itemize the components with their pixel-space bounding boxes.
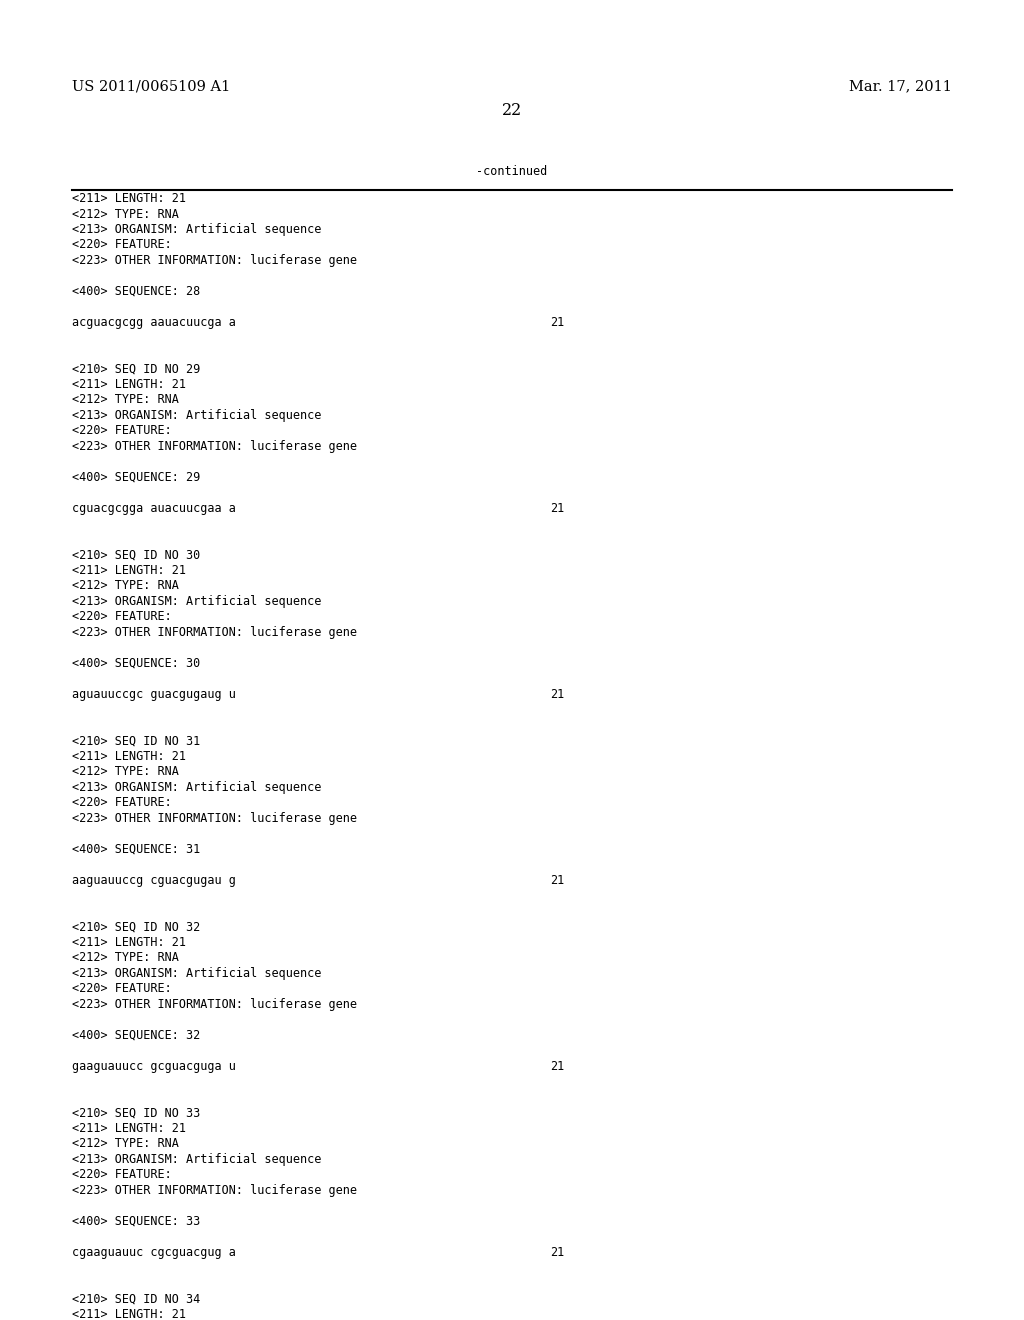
Text: <213> ORGANISM: Artificial sequence: <213> ORGANISM: Artificial sequence	[72, 409, 322, 422]
Text: <213> ORGANISM: Artificial sequence: <213> ORGANISM: Artificial sequence	[72, 968, 322, 979]
Text: <223> OTHER INFORMATION: luciferase gene: <223> OTHER INFORMATION: luciferase gene	[72, 1184, 357, 1197]
Text: <213> ORGANISM: Artificial sequence: <213> ORGANISM: Artificial sequence	[72, 223, 322, 236]
Text: <213> ORGANISM: Artificial sequence: <213> ORGANISM: Artificial sequence	[72, 781, 322, 795]
Text: 21: 21	[550, 502, 564, 515]
Text: 21: 21	[550, 1060, 564, 1073]
Text: aaguauuccg cguacgugau g: aaguauuccg cguacgugau g	[72, 874, 236, 887]
Text: <400> SEQUENCE: 31: <400> SEQUENCE: 31	[72, 843, 201, 855]
Text: <212> TYPE: RNA: <212> TYPE: RNA	[72, 952, 179, 965]
Text: 21: 21	[550, 874, 564, 887]
Text: <211> LENGTH: 21: <211> LENGTH: 21	[72, 750, 186, 763]
Text: <220> FEATURE:: <220> FEATURE:	[72, 425, 172, 437]
Text: <220> FEATURE:: <220> FEATURE:	[72, 239, 172, 252]
Text: <400> SEQUENCE: 29: <400> SEQUENCE: 29	[72, 471, 201, 484]
Text: 21: 21	[550, 315, 564, 329]
Text: <220> FEATURE:: <220> FEATURE:	[72, 1168, 172, 1181]
Text: <210> SEQ ID NO 31: <210> SEQ ID NO 31	[72, 734, 201, 747]
Text: <212> TYPE: RNA: <212> TYPE: RNA	[72, 1138, 179, 1151]
Text: <211> LENGTH: 21: <211> LENGTH: 21	[72, 378, 186, 391]
Text: aguauuccgc guacgugaug u: aguauuccgc guacgugaug u	[72, 688, 236, 701]
Text: <212> TYPE: RNA: <212> TYPE: RNA	[72, 579, 179, 593]
Text: <210> SEQ ID NO 29: <210> SEQ ID NO 29	[72, 363, 201, 375]
Text: cguacgcgga auacuucgaa a: cguacgcgga auacuucgaa a	[72, 502, 236, 515]
Text: gaaguauucc gcguacguga u: gaaguauucc gcguacguga u	[72, 1060, 236, 1073]
Text: <211> LENGTH: 21: <211> LENGTH: 21	[72, 936, 186, 949]
Text: <212> TYPE: RNA: <212> TYPE: RNA	[72, 207, 179, 220]
Text: 22: 22	[502, 102, 522, 119]
Text: <210> SEQ ID NO 30: <210> SEQ ID NO 30	[72, 549, 201, 561]
Text: <223> OTHER INFORMATION: luciferase gene: <223> OTHER INFORMATION: luciferase gene	[72, 626, 357, 639]
Text: <213> ORGANISM: Artificial sequence: <213> ORGANISM: Artificial sequence	[72, 1152, 322, 1166]
Text: <223> OTHER INFORMATION: luciferase gene: <223> OTHER INFORMATION: luciferase gene	[72, 812, 357, 825]
Text: <223> OTHER INFORMATION: luciferase gene: <223> OTHER INFORMATION: luciferase gene	[72, 253, 357, 267]
Text: US 2011/0065109 A1: US 2011/0065109 A1	[72, 79, 230, 92]
Text: <400> SEQUENCE: 30: <400> SEQUENCE: 30	[72, 657, 201, 671]
Text: <220> FEATURE:: <220> FEATURE:	[72, 796, 172, 809]
Text: <211> LENGTH: 21: <211> LENGTH: 21	[72, 1308, 186, 1320]
Text: <223> OTHER INFORMATION: luciferase gene: <223> OTHER INFORMATION: luciferase gene	[72, 440, 357, 453]
Text: <213> ORGANISM: Artificial sequence: <213> ORGANISM: Artificial sequence	[72, 595, 322, 609]
Text: 21: 21	[550, 688, 564, 701]
Text: -continued: -continued	[476, 165, 548, 178]
Text: <211> LENGTH: 21: <211> LENGTH: 21	[72, 564, 186, 577]
Text: 21: 21	[550, 1246, 564, 1259]
Text: <223> OTHER INFORMATION: luciferase gene: <223> OTHER INFORMATION: luciferase gene	[72, 998, 357, 1011]
Text: <210> SEQ ID NO 34: <210> SEQ ID NO 34	[72, 1292, 201, 1305]
Text: acguacgcgg aauacuucga a: acguacgcgg aauacuucga a	[72, 315, 236, 329]
Text: Mar. 17, 2011: Mar. 17, 2011	[849, 79, 952, 92]
Text: cgaaguauuc cgcguacgug a: cgaaguauuc cgcguacgug a	[72, 1246, 236, 1259]
Text: <220> FEATURE:: <220> FEATURE:	[72, 610, 172, 623]
Text: <211> LENGTH: 21: <211> LENGTH: 21	[72, 191, 186, 205]
Text: <210> SEQ ID NO 32: <210> SEQ ID NO 32	[72, 920, 201, 933]
Text: <212> TYPE: RNA: <212> TYPE: RNA	[72, 393, 179, 407]
Text: <400> SEQUENCE: 28: <400> SEQUENCE: 28	[72, 285, 201, 298]
Text: <220> FEATURE:: <220> FEATURE:	[72, 982, 172, 995]
Text: <212> TYPE: RNA: <212> TYPE: RNA	[72, 766, 179, 779]
Text: <211> LENGTH: 21: <211> LENGTH: 21	[72, 1122, 186, 1135]
Text: <210> SEQ ID NO 33: <210> SEQ ID NO 33	[72, 1106, 201, 1119]
Text: <400> SEQUENCE: 32: <400> SEQUENCE: 32	[72, 1030, 201, 1041]
Text: <400> SEQUENCE: 33: <400> SEQUENCE: 33	[72, 1214, 201, 1228]
